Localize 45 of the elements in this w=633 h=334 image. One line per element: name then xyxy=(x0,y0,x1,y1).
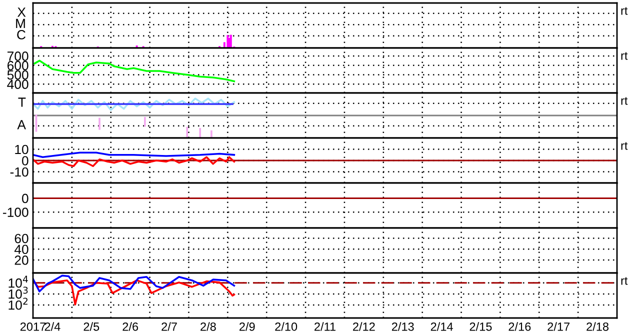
y-tick-label: 40 xyxy=(14,244,28,254)
text: C xyxy=(17,30,26,40)
x-tick-label: 2/10 xyxy=(275,322,298,331)
x-tick-label: 2/6 xyxy=(122,322,138,331)
y-tick-label: -100 xyxy=(3,208,28,217)
y-tick-label: 500 xyxy=(7,70,28,80)
x-tick-label: 2/11 xyxy=(314,322,336,331)
x-tick-label: 2/7 xyxy=(162,322,177,331)
x-tick-label: 2017 xyxy=(20,322,46,331)
text: T xyxy=(18,98,26,107)
y-tick-label: 10$^{3}$ xyxy=(8,286,28,299)
x-tick-label: 2/18 xyxy=(586,322,609,331)
line-series xyxy=(34,60,236,82)
x-tick-label: 2/16 xyxy=(508,322,531,331)
y-tick-label: 600 xyxy=(7,60,28,70)
text: rt xyxy=(621,7,628,15)
text: rt xyxy=(621,97,628,105)
line-series xyxy=(33,274,236,292)
y-tick-label: 10$^{2}$ xyxy=(8,298,28,310)
x-tick-label: 2/12 xyxy=(353,322,375,331)
text: rt xyxy=(621,52,628,60)
x-tick-label: 2/13 xyxy=(392,322,414,331)
text: X xyxy=(17,8,26,17)
text: M xyxy=(16,18,25,28)
x-tick-label: 2/8 xyxy=(200,322,216,331)
y-tick-label: 10$^{4}$ xyxy=(8,276,28,288)
y-tick-label: 10 xyxy=(15,144,28,154)
y-tick-label: 0 xyxy=(22,156,28,166)
y-tick-label: -10 xyxy=(10,167,28,177)
x-tick-label: 2/9 xyxy=(240,322,255,331)
line-series xyxy=(33,279,236,306)
y-tick-label: 400 xyxy=(7,80,28,90)
x-tick-label: 2/14 xyxy=(430,322,453,331)
x-tick-label: 2/4 xyxy=(44,322,60,331)
text: rt xyxy=(621,277,628,285)
y-tick-label: 20 xyxy=(14,256,28,265)
text: rt xyxy=(621,142,628,150)
x-tick-label: 2/17 xyxy=(548,322,570,331)
y-tick-label: 60 xyxy=(14,234,28,244)
x-tick-label: 2/15 xyxy=(470,322,492,331)
y-tick-label: 700 xyxy=(8,52,28,61)
text: A xyxy=(17,120,26,130)
x-tick-label: 2/5 xyxy=(84,322,100,331)
line-series xyxy=(33,156,236,168)
y-tick-label: 0 xyxy=(22,194,28,204)
